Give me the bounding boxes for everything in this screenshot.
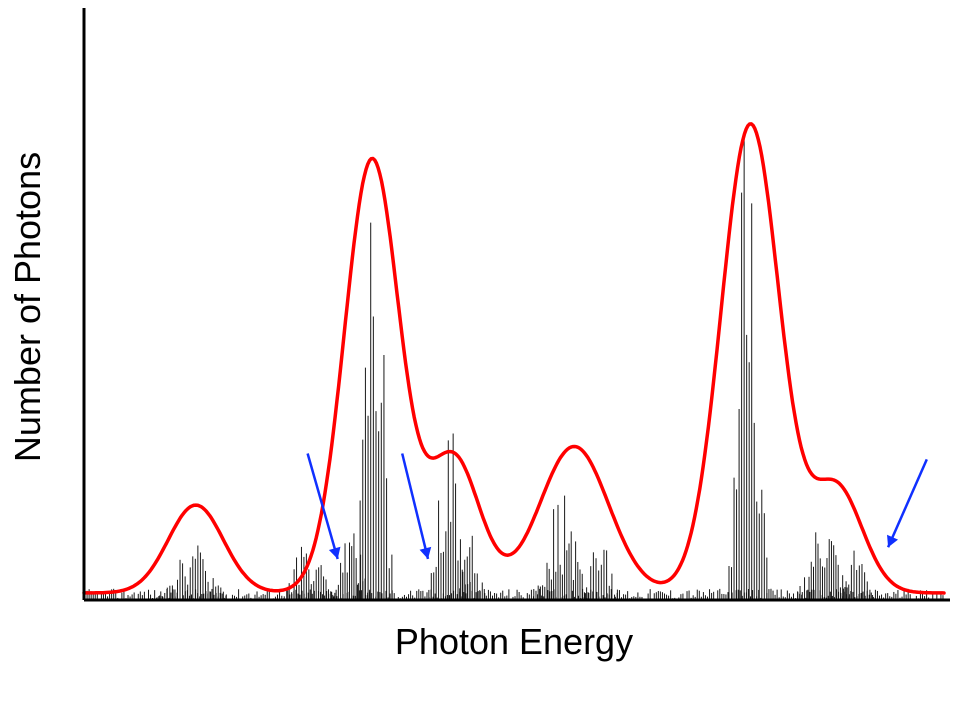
y-axis-label: Number of Photons: [7, 152, 48, 462]
spectrum-chart: Photon Energy Number of Photons: [0, 0, 960, 702]
x-axis-label: Photon Energy: [395, 621, 633, 662]
chart-svg: Photon Energy Number of Photons: [0, 0, 960, 702]
